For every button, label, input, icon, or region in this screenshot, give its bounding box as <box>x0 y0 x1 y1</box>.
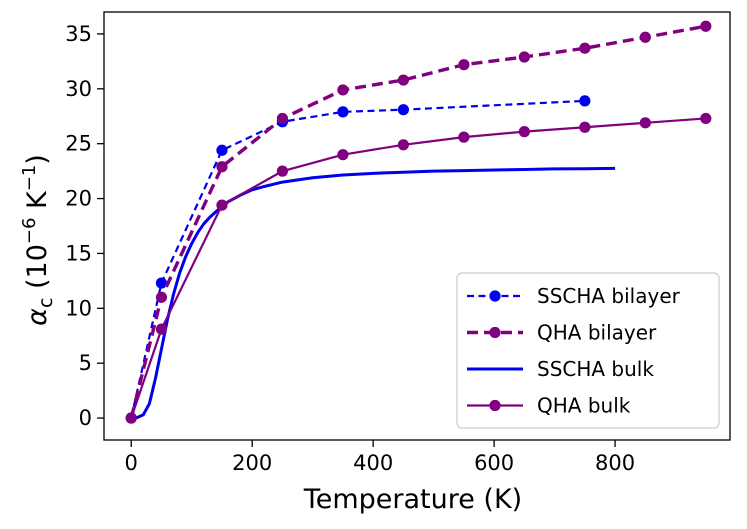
data-point-qha-bulk <box>458 131 470 143</box>
y-axis-title-units-close: ) <box>22 154 53 165</box>
legend-label-qha-bilayer: QHA bilayer <box>537 321 657 345</box>
y-tick-label: 25 <box>65 132 92 156</box>
y-tick-label: 10 <box>65 296 92 320</box>
data-point-qha-bilayer <box>216 161 228 173</box>
y-axis-title-units-open: (10 <box>22 244 53 297</box>
data-point-sscha-bilayer <box>397 104 409 116</box>
data-point-qha-bulk <box>579 121 591 133</box>
data-point-qha-bulk <box>639 117 651 129</box>
series-layer <box>125 20 712 424</box>
data-point-qha-bulk <box>518 126 530 138</box>
legend-label-sscha-bulk: SSCHA bulk <box>537 357 654 381</box>
data-point-qha-bilayer <box>700 20 712 32</box>
data-point-qha-bulk <box>216 199 228 211</box>
axes-layer: 0 200 400 600 800 0 5 10 15 20 25 30 35 <box>65 11 731 475</box>
x-tick-label: 0 <box>125 451 138 475</box>
legend-marker-qha-bilayer <box>489 326 501 339</box>
data-point-qha-bilayer <box>276 112 289 125</box>
legend-label-qha-bulk: QHA bulk <box>537 394 631 418</box>
y-tick-label: 30 <box>65 77 92 101</box>
data-point-sscha-bilayer <box>337 106 349 118</box>
legend-marker-sscha-bilayer <box>489 290 501 302</box>
data-point-qha-bilayer <box>155 291 168 303</box>
legend-label-sscha-bilayer: SSCHA bilayer <box>537 284 681 308</box>
y-tick-label: 35 <box>65 22 92 46</box>
legend-box <box>456 272 720 429</box>
y-axis-title-subscript: c <box>35 298 57 308</box>
x-tick-label: 600 <box>474 451 514 475</box>
data-point-qha-bulk <box>700 112 712 125</box>
axes-frame <box>103 11 731 441</box>
data-point-qha-bilayer <box>579 42 591 54</box>
data-point-qha-bilayer <box>337 84 349 96</box>
x-tick-label: 800 <box>595 451 635 475</box>
data-point-qha-bilayer <box>518 51 530 63</box>
data-point-qha-bilayer <box>458 59 470 71</box>
data-point-qha-bulk <box>155 323 168 335</box>
legend: SSCHA bilayer QHA bilayer SSCHA bulk QHA bu… <box>456 272 720 429</box>
y-tick-label: 20 <box>65 187 92 211</box>
legend-marker-qha-bulk <box>489 399 501 412</box>
y-axis-title-exponent: −6 <box>19 218 40 245</box>
data-point-qha-bulk <box>337 149 349 161</box>
data-point-qha-bilayer <box>397 74 409 86</box>
y-axis-title: αc (10−6 K−1) <box>19 154 57 326</box>
data-point-qha-bulk <box>397 139 409 151</box>
y-axis-title-units-mid: K <box>22 190 53 218</box>
data-point-sscha-bilayer <box>216 144 228 156</box>
data-point-qha-bilayer <box>639 31 651 43</box>
data-point-qha-bulk <box>125 412 137 424</box>
y-axis-title-exponent-2: −1 <box>19 165 40 192</box>
data-point-qha-bulk <box>276 165 289 177</box>
x-tick-label: 400 <box>353 451 393 475</box>
data-point-sscha-bilayer <box>155 277 168 289</box>
x-tick-label: 200 <box>232 451 272 475</box>
y-axis-title-symbol: α <box>22 308 53 326</box>
data-point-sscha-bilayer <box>579 95 591 107</box>
x-axis-title: Temperature (K) <box>303 484 522 515</box>
y-tick-label: 0 <box>79 406 92 430</box>
y-tick-label: 5 <box>79 351 92 375</box>
series-qha-bulk <box>125 112 712 424</box>
y-tick-label: 15 <box>65 241 92 265</box>
